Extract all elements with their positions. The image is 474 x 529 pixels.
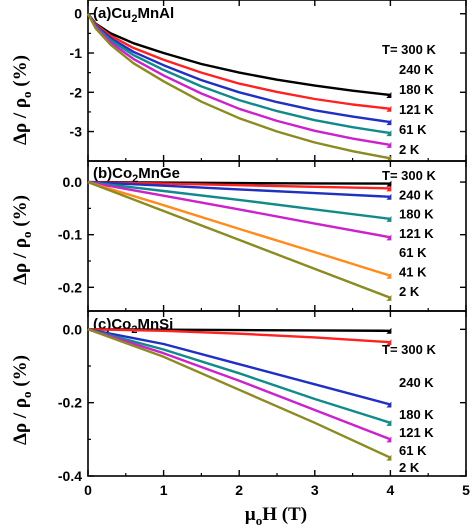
series-label: 61 K [399, 122, 427, 137]
series-end-marker [386, 130, 392, 137]
series-label: T= 300 K [382, 42, 436, 57]
series-end-marker [386, 327, 392, 334]
panel-c: (c)Co2MnSi 0.0-0.2-0.40 1 2 3 4 5T= 300 K240 … [58, 310, 470, 498]
series-label: 41 K [399, 265, 427, 280]
series-line [87, 328, 391, 459]
y-tick-label: -0.4 [58, 468, 82, 484]
x-tick-label: 3 [311, 482, 319, 498]
series-line [87, 180, 391, 239]
series-label: 121 K [399, 226, 434, 241]
series-end-marker [386, 401, 392, 408]
y-tick-label: -2 [70, 84, 83, 100]
y-tick-label: -1 [70, 45, 83, 61]
series-line [87, 328, 391, 344]
series-line [87, 328, 391, 424]
x-tick-label: 5 [462, 482, 470, 498]
x-tick-label: 4 [387, 482, 395, 498]
series-end-marker [386, 119, 392, 126]
series-end-marker [386, 436, 392, 443]
series-end-marker [386, 234, 392, 241]
series-end-marker [386, 215, 392, 222]
series-line [86, 13, 391, 160]
series-label: 2 K [399, 460, 420, 475]
x-axis-title: μoH (T) [245, 504, 307, 528]
series-end-marker [386, 180, 392, 187]
series-line [87, 328, 391, 441]
series-label: 61 K [399, 245, 427, 260]
series-line [87, 180, 391, 190]
y-tick-label: 0 [74, 6, 82, 22]
series-label: T= 300 K [382, 342, 436, 357]
y-tick-label: -0.2 [58, 279, 82, 295]
y-axis-title-b: Δρ / ρo (%) [10, 195, 34, 285]
y-tick-label: 0.0 [63, 174, 83, 190]
series-line [87, 12, 391, 97]
panel-a-marks: 0 -1 -2 -3 T= 300 K 240 K 180 K 121 K 61 K 2 K [70, 0, 467, 162]
y-tick-label: 0.0 [63, 321, 83, 337]
panel-b: (b)Co2MnGe 0.0 -0.1 -0.2 T= 300 K 240 K 180 K… [58, 160, 467, 312]
series-line [87, 180, 391, 277]
series-end-marker [386, 339, 392, 346]
y-axis-title-c: Δρ / ρo (%) [10, 355, 34, 445]
series-label: 121 K [399, 102, 434, 117]
panel-a-label: (a)Cu2MnAl [93, 5, 174, 25]
series-label: 180 K [399, 407, 434, 422]
series-label: T= 300 K [382, 168, 436, 183]
series-label: 180 K [399, 207, 434, 222]
series-end-marker [386, 294, 392, 301]
series-end-marker [386, 141, 392, 148]
series-line [87, 328, 391, 406]
panel-c-marks: 0.0 -0.2 -0.40 1 2 3 4 5 T= 300 K 240 K 180 K 121 K… [58, 311, 470, 498]
series-line [86, 13, 391, 147]
series-label: 240 K [399, 187, 434, 202]
x-tick-label: 0 [84, 482, 92, 498]
series-end-marker [386, 155, 392, 162]
y-tick-label: -0.2 [58, 395, 82, 411]
series-label: 180 K [399, 82, 434, 97]
y-axis-title-a: Δρ / ρo (%) [10, 55, 34, 145]
series-end-marker [386, 454, 392, 461]
y-tick-label: -0.1 [58, 227, 82, 243]
series-line [87, 180, 391, 198]
series-label: 240 K [399, 375, 434, 390]
series-end-marker [386, 419, 392, 426]
series-label: 2 K [399, 142, 420, 157]
series-end-marker [386, 193, 392, 200]
x-tick-label: 2 [235, 482, 243, 498]
series-label: 2 K [399, 284, 420, 299]
series-label: 240 K [399, 62, 434, 77]
series-end-marker [386, 105, 392, 112]
series-line [87, 180, 391, 221]
series-line [86, 13, 391, 124]
series-label: 61 K [399, 443, 427, 458]
y-tick-label: -3 [70, 124, 83, 140]
panel-a: (a)Cu2MnAl 0 -1 -2 -3 T= 300 K 240 K 180 K 121 … [70, 0, 467, 162]
series-end-marker [386, 272, 392, 279]
panel-b-marks: 0.0 -0.1 -0.2 T= 300 K 240 K 180 K 121 K 61 K 41… [58, 161, 467, 311]
series-line [86, 13, 391, 135]
series-end-marker [386, 92, 392, 99]
panel-b-label: (b)Co2MnGe [93, 165, 180, 185]
series-line [87, 180, 391, 299]
series-label: 121 K [399, 425, 434, 440]
series-end-marker [386, 185, 392, 192]
series-line [87, 13, 391, 110]
x-tick-label: 1 [160, 482, 168, 498]
